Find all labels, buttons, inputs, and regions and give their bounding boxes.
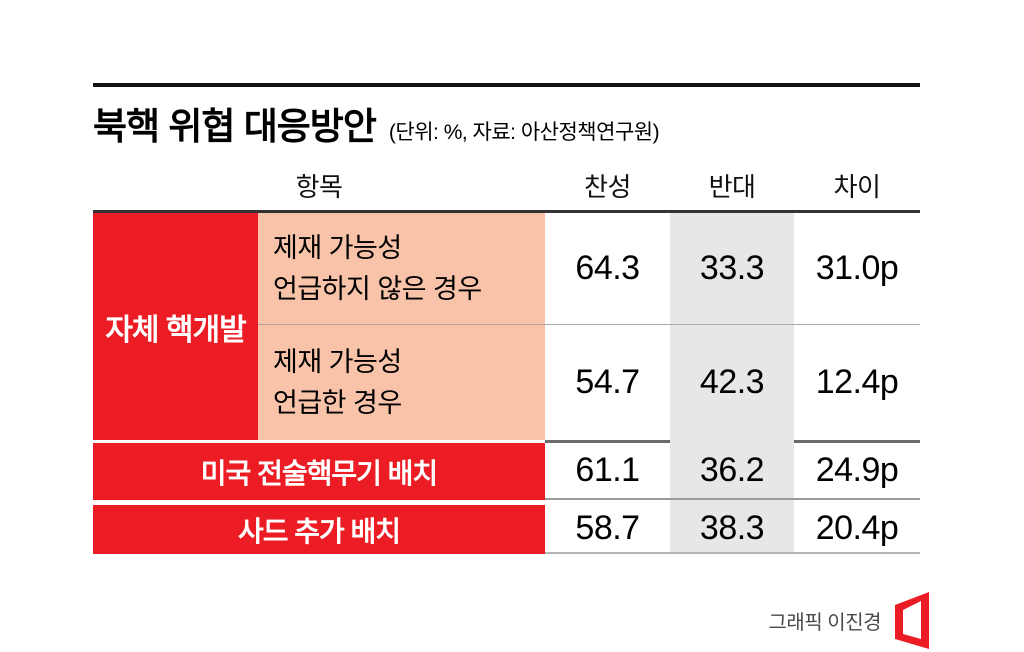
row-separator: [93, 500, 545, 505]
condition-line-2: 언급하지 않은 경우: [273, 273, 482, 304]
value-diff-row3: 24.9p: [794, 443, 920, 500]
value-diff-row4: 20.4p: [794, 505, 920, 554]
table-header-row: 항목 찬성 반대 차이: [93, 161, 920, 213]
value-agree-row1: 64.3: [545, 213, 670, 325]
header-agree: 찬성: [584, 172, 631, 202]
credit-block: 그래픽 이진경: [769, 590, 930, 650]
table-body: 자체 핵개발 제재 가능성 언급하지 않은 경우 64.3 33.3 31.0p…: [93, 213, 920, 554]
value-oppose-row1: 33.3: [670, 213, 794, 325]
unit-source-note: (단위: %, 자료: 아산정책연구원): [388, 121, 660, 144]
item-cell-thaad-additional: 사드 추가 배치: [93, 505, 545, 554]
value-oppose-row2: 42.3: [699, 363, 765, 401]
row-separator: [93, 440, 545, 443]
top-rule: [93, 83, 920, 87]
header-item: 항목: [295, 172, 343, 202]
condition-line-2: 언급한 경우: [273, 387, 402, 418]
group-cell-self-nuclear: 자체 핵개발: [93, 213, 258, 440]
publisher-logo-icon: [895, 591, 929, 649]
condition-cell-no-sanction-mention: 제재 가능성 언급하지 않은 경우: [258, 213, 545, 325]
condition-cell-sanction-mentioned: 제재 가능성 언급한 경우: [258, 325, 545, 440]
value-oppose-row4: 38.3: [670, 505, 794, 554]
condition-line-1: 제재 가능성: [273, 233, 402, 263]
header-oppose: 반대: [708, 172, 756, 202]
credit-text: 그래픽 이진경: [768, 611, 882, 634]
value-oppose-row3: 36.2: [670, 443, 794, 500]
value-agree-row4: 58.7: [545, 505, 670, 554]
value-agree-row2: 54.7: [575, 363, 640, 401]
value-diff-row2: 12.4p: [815, 363, 899, 401]
oppose-column-stripe: [670, 213, 794, 554]
header-diff: 차이: [833, 172, 881, 202]
survey-table: 항목 찬성 반대 차이 자체 핵개발 제재 가능성 언급하지 않은 경우 64.…: [93, 161, 920, 554]
item-cell-us-tactical-nukes: 미국 전술핵무기 배치: [93, 443, 545, 500]
page-title: 북핵 위협 대응방안: [93, 106, 377, 147]
title-block: 북핵 위협 대응방안 (단위: %, 자료: 아산정책연구원): [93, 96, 660, 150]
value-diff-row1: 31.0p: [794, 213, 920, 325]
value-agree-row3: 61.1: [545, 443, 670, 500]
condition-line-1: 제재 가능성: [273, 347, 402, 377]
